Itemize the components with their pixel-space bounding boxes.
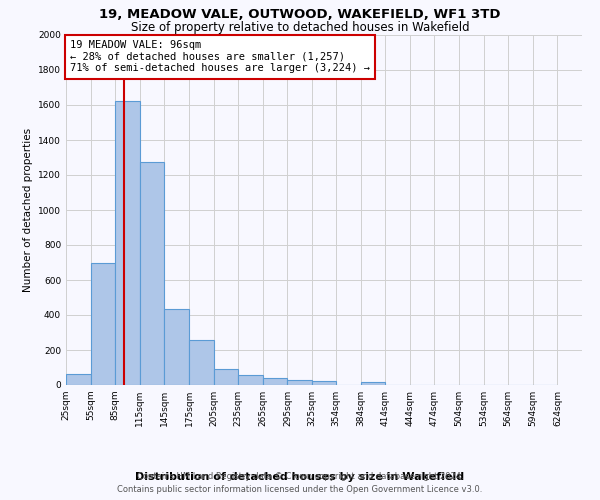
Y-axis label: Number of detached properties: Number of detached properties (23, 128, 32, 292)
Bar (189, 340, 214, 385)
Bar (66, 374, 91, 385)
Bar (91, 264, 115, 385)
Text: 19, MEADOW VALE, OUTWOOD, WAKEFIELD, WF1 3TD: 19, MEADOW VALE, OUTWOOD, WAKEFIELD, WF1… (99, 8, 501, 20)
Text: Contains HM Land Registry data © Crown copyright and database right 2024.
Contai: Contains HM Land Registry data © Crown c… (118, 472, 482, 494)
Bar (214, 369, 238, 385)
Text: Size of property relative to detached houses in Wakefield: Size of property relative to detached ho… (131, 21, 469, 34)
Bar (287, 380, 312, 385)
Bar (263, 378, 287, 385)
Text: 19 MEADOW VALE: 96sqm
← 28% of detached houses are smaller (1,257)
71% of semi-d: 19 MEADOW VALE: 96sqm ← 28% of detached … (70, 40, 370, 74)
Bar (140, 162, 164, 385)
Text: Distribution of detached houses by size in Wakefield: Distribution of detached houses by size … (136, 472, 464, 482)
Bar (238, 376, 263, 385)
Bar (115, 100, 140, 385)
Bar (164, 309, 189, 385)
Bar (312, 380, 336, 385)
Bar (361, 382, 385, 385)
